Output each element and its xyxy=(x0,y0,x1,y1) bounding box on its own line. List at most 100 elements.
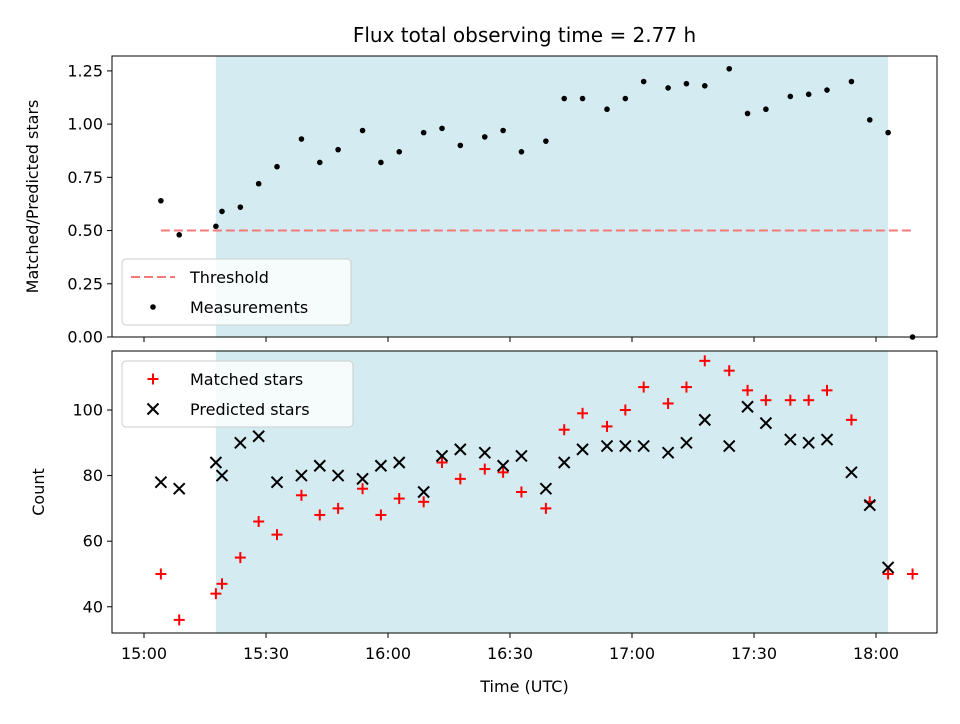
predicted-star-point xyxy=(680,436,693,450)
matched-star-point xyxy=(234,552,246,564)
measurement-point xyxy=(683,80,690,87)
predicted-star-point xyxy=(478,446,491,459)
matched-star-point xyxy=(638,381,650,393)
measurement-point xyxy=(805,91,812,98)
measurement-point xyxy=(378,159,384,166)
predicted-star-point xyxy=(539,482,553,495)
y-tick-label: 0.25 xyxy=(67,274,103,293)
measurement-point xyxy=(457,142,464,149)
bottom-y-ticks: 40 60 80 100 xyxy=(72,401,112,616)
x-tick-label: 15:00 xyxy=(121,644,167,663)
top-y-axis-label: Matched/Predicted stars xyxy=(23,100,42,294)
predicted-star-point xyxy=(881,561,895,574)
predicted-star-point xyxy=(252,430,265,443)
bottom-legend: Matched stars Predicted stars xyxy=(121,360,354,428)
predicted-star-point xyxy=(661,446,675,459)
predicted-star-point xyxy=(600,439,614,453)
x-tick-label: 17:30 xyxy=(731,644,777,663)
predicted-star-point xyxy=(784,433,797,446)
y-tick-label: 60 xyxy=(83,532,103,551)
chart-title: Flux total observing time = 2.77 h xyxy=(353,23,696,47)
measurement-point xyxy=(579,95,586,102)
predicted-star-point xyxy=(863,498,876,512)
matched-star-point xyxy=(314,509,326,521)
matched-star-point xyxy=(558,424,570,436)
predicted-star-point xyxy=(295,469,308,482)
matched-star-point xyxy=(760,394,772,406)
measurement-point xyxy=(213,223,219,230)
bottom-legend-box xyxy=(121,360,354,428)
measurement-point xyxy=(848,78,855,85)
top-legend-box xyxy=(121,258,352,326)
y-tick-label: 1.25 xyxy=(67,61,103,80)
matched-star-point xyxy=(454,473,466,485)
matched-star-point xyxy=(173,614,185,626)
top-y-ticks: 0.00 0.25 0.50 0.75 1.00 1.25 xyxy=(67,61,112,347)
predicted-stars-points xyxy=(154,400,895,574)
x-tick-label: 16:30 xyxy=(487,644,533,663)
measurement-point xyxy=(396,148,403,155)
measurement-point xyxy=(335,146,341,153)
predicted-star-point xyxy=(154,475,168,489)
matched-star-point xyxy=(418,496,430,508)
matched-star-point xyxy=(497,466,509,478)
measurement-point xyxy=(622,95,629,102)
predicted-star-point xyxy=(759,416,773,430)
measurement-point xyxy=(420,129,427,136)
legend-measurements-label: Measurements xyxy=(190,298,308,317)
measurement-point xyxy=(158,197,164,204)
legend-matched-label: Matched stars xyxy=(190,370,303,389)
predicted-star-point xyxy=(496,459,510,472)
matched-star-point xyxy=(742,384,754,396)
measurement-point xyxy=(219,208,225,215)
matched-star-point xyxy=(155,568,167,580)
matched-star-point xyxy=(436,456,448,468)
matched-star-point xyxy=(577,407,589,419)
measurement-point xyxy=(255,180,262,187)
matched-star-point xyxy=(680,381,692,393)
legend-matched-swatch xyxy=(147,373,159,385)
matched-star-point xyxy=(210,588,222,600)
matched-star-point xyxy=(619,404,631,416)
predicted-star-point xyxy=(723,439,736,453)
y-tick-label: 80 xyxy=(83,466,103,485)
measurement-point xyxy=(561,95,568,102)
measurement-point xyxy=(298,136,305,142)
measurement-point xyxy=(543,138,549,144)
matched-star-point xyxy=(479,463,491,475)
matched-star-point xyxy=(821,384,833,396)
matched-star-point xyxy=(295,489,307,501)
legend-measurements-swatch xyxy=(150,304,156,310)
bottom-panel: 40 60 80 100 15:00 15:30 16:00 16:30 17:00 17:30… xyxy=(29,350,938,696)
x-tick-label: 18:00 xyxy=(853,644,899,663)
predicted-star-point xyxy=(331,469,345,482)
measurement-point xyxy=(237,204,244,210)
predicted-star-point xyxy=(845,466,858,479)
matched-star-point xyxy=(540,502,552,514)
predicted-star-point xyxy=(619,439,632,453)
y-tick-label: 0.50 xyxy=(67,221,103,240)
matched-star-point xyxy=(216,578,228,590)
matched-star-point xyxy=(882,568,894,580)
top-x-ticks xyxy=(143,337,877,342)
predicted-star-point xyxy=(313,459,326,472)
matched-star-point xyxy=(601,420,613,432)
matched-star-point xyxy=(803,394,815,406)
predicted-star-point xyxy=(820,433,834,446)
predicted-star-point xyxy=(234,436,247,450)
matched-star-point xyxy=(375,509,387,521)
predicted-star-point xyxy=(698,413,711,427)
matched-star-point xyxy=(393,493,405,505)
matched-star-point xyxy=(271,529,283,541)
x-tick-label: 17:00 xyxy=(609,644,655,663)
predicted-star-point xyxy=(215,469,229,482)
measurement-point xyxy=(744,110,751,117)
predicted-star-point xyxy=(802,436,815,450)
x-axis-label: Time (UTC) xyxy=(479,677,568,696)
matched-star-point xyxy=(699,355,711,367)
top-plot-frame xyxy=(111,55,938,338)
measurement-point xyxy=(518,148,525,155)
legend-plus-marker xyxy=(147,373,159,385)
measurement-point xyxy=(866,117,873,123)
